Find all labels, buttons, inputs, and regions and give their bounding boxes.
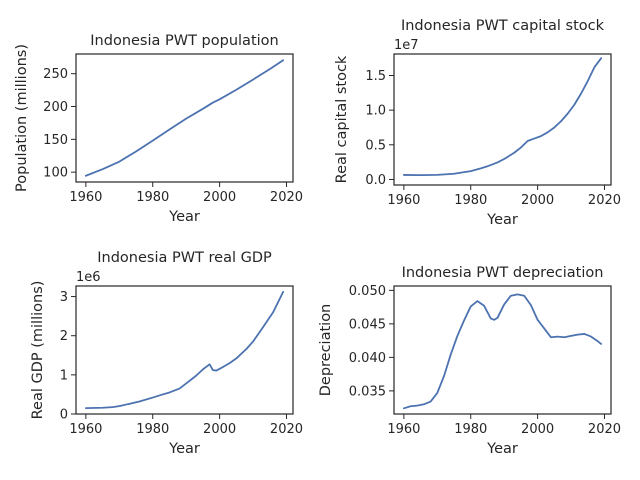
y-tick-label: 1.5 (365, 69, 386, 84)
y-tick-label: 0 (60, 408, 68, 423)
x-tick-label: 1980 (136, 190, 169, 205)
x-tick-label: 2000 (203, 190, 236, 205)
x-axis-label: Year (486, 441, 518, 457)
x-tick-label: 2020 (588, 193, 621, 208)
x-tick-label: 2020 (588, 422, 621, 437)
chart-title: Indonesia PWT real GDP (97, 250, 272, 266)
x-tick-label: 1960 (69, 190, 102, 205)
subplot-3: 1960 1980 2000 2020 0 1 2 3 Indonesia PWT real G… (30, 250, 303, 457)
series-line (402, 293, 603, 410)
x-tick-label: 1960 (387, 422, 420, 437)
x-tick-label: 1980 (454, 422, 487, 437)
y-tick-label: 0.050 (349, 284, 386, 299)
x-tick-label: 2000 (521, 422, 554, 437)
y-tick-label: 100 (43, 166, 68, 181)
y-tick-label: 1.0 (365, 104, 386, 119)
x-axis-label: Year (168, 441, 200, 457)
y-axis-label: Depreciation (318, 304, 334, 397)
subplot-1: 1960 1980 2000 2020 100 150 200 250 Indonesia PW… (14, 33, 303, 225)
series-line (84, 290, 285, 410)
x-axis-label: Year (486, 212, 518, 228)
chart-title: Indonesia PWT capital stock (401, 18, 605, 34)
series-line (402, 57, 603, 176)
y-offset-label: 1e6 (76, 270, 101, 285)
y-tick-label: 250 (43, 67, 68, 82)
y-axis-label: Population (millions) (14, 44, 30, 192)
x-tick-label: 1960 (69, 422, 102, 437)
y-tick-label: 0.5 (365, 138, 386, 153)
y-tick-label: 2 (60, 329, 68, 344)
subplot-4: 1960 1980 2000 2020 0.035 0.040 0.045 0.050 Indo… (318, 265, 621, 457)
x-axis-label: Year (168, 209, 200, 225)
x-tick-label: 2000 (521, 193, 554, 208)
series-line (84, 59, 285, 177)
chart-title: Indonesia PWT population (90, 33, 278, 49)
x-tick-label: 1980 (136, 422, 169, 437)
axes-frame (75, 53, 294, 183)
subplot-2: 1960 1980 2000 2020 0.0 0.5 1.0 1.5 Indonesia PW… (334, 18, 621, 228)
y-tick-label: 0.040 (349, 351, 386, 366)
x-tick-label: 2000 (203, 422, 236, 437)
x-tick-label: 1960 (387, 193, 420, 208)
axes-frame (393, 53, 612, 186)
axes-frame (393, 285, 612, 415)
y-tick-label: 1 (60, 368, 68, 383)
chart-title: Indonesia PWT depreciation (402, 265, 604, 281)
y-tick-label: 150 (43, 133, 68, 148)
x-tick-label: 2020 (270, 190, 303, 205)
x-tick-label: 1980 (454, 193, 487, 208)
y-axis-label: Real GDP (millions) (30, 281, 46, 420)
y-tick-label: 3 (60, 290, 68, 305)
y-tick-label: 0.045 (349, 317, 386, 332)
y-axis-label: Real capital stock (334, 55, 350, 183)
y-tick-label: 200 (43, 100, 68, 115)
y-tick-label: 0.0 (365, 173, 386, 188)
axes-frame (75, 285, 294, 415)
x-tick-label: 2020 (270, 422, 303, 437)
y-tick-label: 0.035 (349, 384, 386, 399)
y-offset-label: 1e7 (394, 38, 419, 53)
